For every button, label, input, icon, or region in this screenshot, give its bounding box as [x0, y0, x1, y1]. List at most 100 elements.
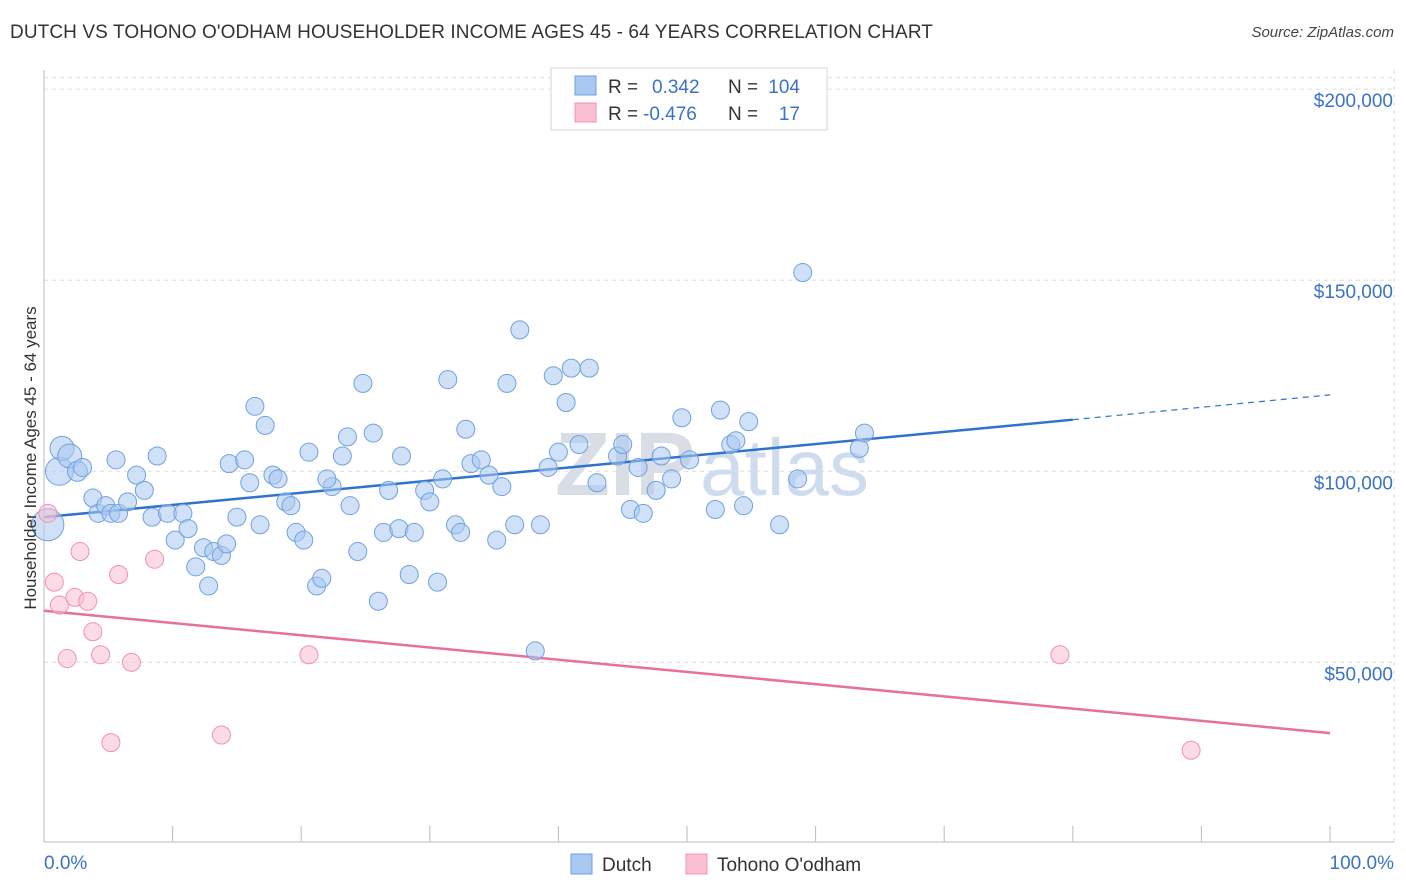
tick-labels: $50,000 $100,000 $150,000 $200,000 0.0% 100.0…	[44, 91, 1394, 874]
point-dutch-5	[73, 457, 93, 477]
legend-r-value-1: 0.342	[652, 77, 700, 98]
point-dutch-74	[543, 366, 563, 386]
point-dutch-77	[561, 358, 581, 378]
point-tohono-12	[145, 549, 165, 569]
point-dutch-89	[672, 408, 692, 428]
point-tohono-16	[1181, 740, 1201, 760]
point-dutch-48	[363, 423, 383, 443]
point-tohono-11	[121, 652, 141, 672]
chart-source: Source: ZipAtlas.com	[1251, 24, 1394, 41]
point-dutch-17	[165, 530, 185, 550]
legend-r-label-2: R =	[608, 104, 638, 125]
y-axis-title: Householder Income Ages 45 - 64 years	[21, 306, 40, 609]
point-dutch-15	[147, 446, 167, 466]
legend-n-value-2: 17	[779, 104, 800, 125]
point-dutch-97	[770, 515, 790, 535]
point-dutch-13	[134, 480, 154, 500]
point-dutch-57	[420, 492, 440, 512]
point-dutch-45	[340, 496, 360, 516]
point-dutch-27	[227, 507, 247, 527]
point-tohono-8	[91, 645, 111, 665]
point-dutch-94	[726, 431, 746, 451]
point-tohono-6	[78, 591, 98, 611]
y-tick-label-2: $150,000	[1314, 282, 1393, 303]
point-dutch-101	[854, 423, 874, 443]
legend-n-value-1: 104	[768, 77, 800, 98]
point-dutch-91	[705, 500, 725, 520]
watermark-zip: ZIP	[555, 415, 695, 515]
point-dutch-39	[299, 442, 319, 462]
point-tohono-0	[38, 503, 58, 523]
point-dutch-63	[456, 419, 476, 439]
legend-swatch-tohono	[574, 102, 597, 123]
point-dutch-54	[399, 564, 419, 584]
y-tick-label-1: $100,000	[1314, 473, 1393, 494]
point-dutch-38	[294, 530, 314, 550]
bottom-legend-label-tohono: Tohono O'odham	[717, 855, 861, 876]
point-dutch-28	[235, 450, 255, 470]
point-dutch-90	[680, 450, 700, 470]
point-dutch-88	[662, 469, 682, 489]
point-dutch-80	[587, 473, 607, 493]
point-dutch-44	[337, 427, 357, 447]
point-dutch-36	[281, 496, 301, 516]
point-dutch-41	[312, 568, 332, 588]
point-dutch-104	[530, 515, 550, 535]
correlation-legend: R = 0.342 N = 104 R = -0.476 N = 17	[550, 67, 828, 131]
point-dutch-65	[471, 450, 491, 470]
point-dutch-87	[651, 446, 671, 466]
point-dutch-69	[497, 373, 517, 393]
point-tohono-5	[70, 542, 90, 562]
point-dutch-49	[368, 591, 388, 611]
chart-title: DUTCH VS TOHONO O'ODHAM HOUSEHOLDER INCO…	[10, 22, 933, 43]
data-points	[31, 263, 1201, 760]
point-tohono-1	[44, 572, 64, 592]
x-tick-label-1: 100.0%	[1330, 853, 1395, 874]
point-dutch-11	[118, 492, 138, 512]
point-dutch-58	[428, 572, 448, 592]
point-dutch-60	[438, 370, 458, 390]
point-dutch-47	[353, 373, 373, 393]
bottom-legend-swatch-tohono	[685, 853, 708, 875]
point-dutch-99	[793, 263, 813, 283]
point-dutch-19	[178, 519, 198, 539]
point-tohono-15	[1050, 645, 1070, 665]
watermark-atlas: atlas	[700, 423, 869, 512]
point-dutch-85	[633, 503, 653, 523]
point-dutch-98	[788, 469, 808, 489]
point-dutch-70	[505, 515, 525, 535]
point-dutch-75	[548, 442, 568, 462]
bottom-legend-label-dutch: Dutch	[602, 855, 652, 876]
point-dutch-66	[479, 465, 499, 485]
point-tohono-3	[57, 649, 77, 669]
axes	[43, 70, 1394, 843]
series-legend: Dutch Tohono O'odham	[570, 853, 861, 876]
point-dutch-46	[348, 542, 368, 562]
point-dutch-84	[628, 457, 648, 477]
point-dutch-53	[392, 446, 412, 466]
point-dutch-73	[538, 457, 558, 477]
point-dutch-95	[734, 496, 754, 516]
legend-r-value-2: -0.476	[643, 104, 697, 125]
trend-line-dutch	[43, 418, 1073, 519]
point-dutch-55	[404, 522, 424, 542]
trend-lines	[43, 394, 1331, 735]
point-dutch-68	[492, 477, 512, 497]
legend-swatch-dutch	[574, 75, 597, 96]
point-dutch-76	[556, 392, 576, 412]
point-dutch-59	[433, 469, 453, 489]
point-dutch-71	[510, 320, 530, 340]
point-tohono-2	[49, 595, 69, 615]
point-dutch-102	[106, 450, 126, 470]
point-dutch-30	[245, 396, 265, 416]
point-dutch-86	[646, 480, 666, 500]
point-dutch-103	[317, 469, 337, 489]
bottom-legend-swatch-dutch	[570, 853, 593, 875]
x-tick-label-0: 0.0%	[44, 853, 87, 874]
point-tohono-7	[83, 622, 103, 642]
point-dutch-32	[255, 415, 275, 435]
point-dutch-22	[199, 576, 219, 596]
point-dutch-62	[451, 522, 471, 542]
point-dutch-82	[613, 435, 633, 455]
